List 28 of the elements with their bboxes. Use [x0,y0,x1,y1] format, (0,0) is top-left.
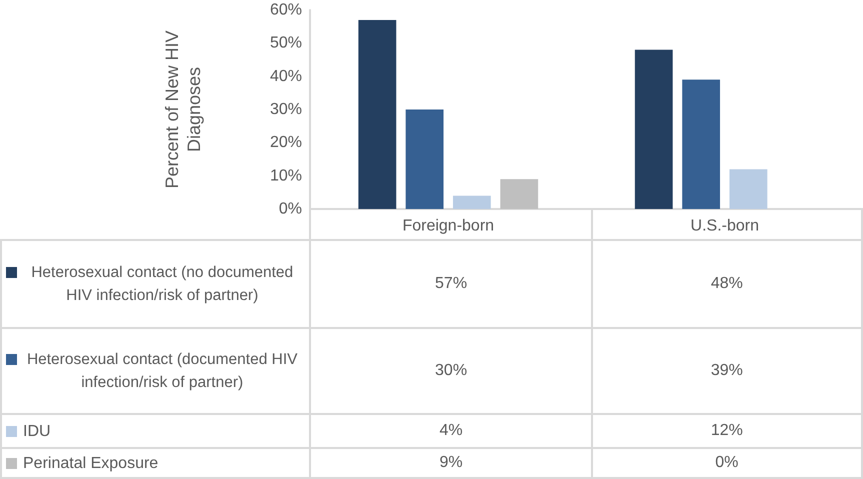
y-tick-label: 0% [278,200,302,218]
data-label: 39% [592,328,862,414]
data-label: 12% [592,414,862,448]
y-tick-label: 50% [270,34,302,52]
bar [634,50,673,209]
bar [729,169,768,209]
bar [682,80,720,209]
bar [406,110,444,209]
data-label: 0% [592,448,862,478]
legend-label: Perinatal Exposure [23,454,160,474]
y-axis-title: Percent of New HIV Diagnoses [162,30,204,189]
x-tick-label: U.S.-born [690,218,759,234]
legend-label: IDU [23,422,52,442]
y-tick-label: 10% [270,167,302,184]
bar [452,196,491,209]
y-tick-label: 30% [270,101,302,118]
legend-label: Heterosexual contact (no documented HIV infection/risk of partner) [30,263,294,306]
y-tick-label: 60% [270,2,302,18]
y-tick-label: 20% [270,134,302,152]
data-label: 48% [592,240,862,328]
bar [500,179,538,209]
data-label: 9% [310,448,592,478]
x-tick-label: Foreign-born [402,218,494,234]
bar [358,20,396,209]
data-label: 57% [310,240,592,328]
legend-label: Heterosexual contact (documented HIV infection/risk of partner) [26,350,298,393]
data-label: 4% [310,414,592,448]
y-tick-label: 40% [270,68,302,85]
